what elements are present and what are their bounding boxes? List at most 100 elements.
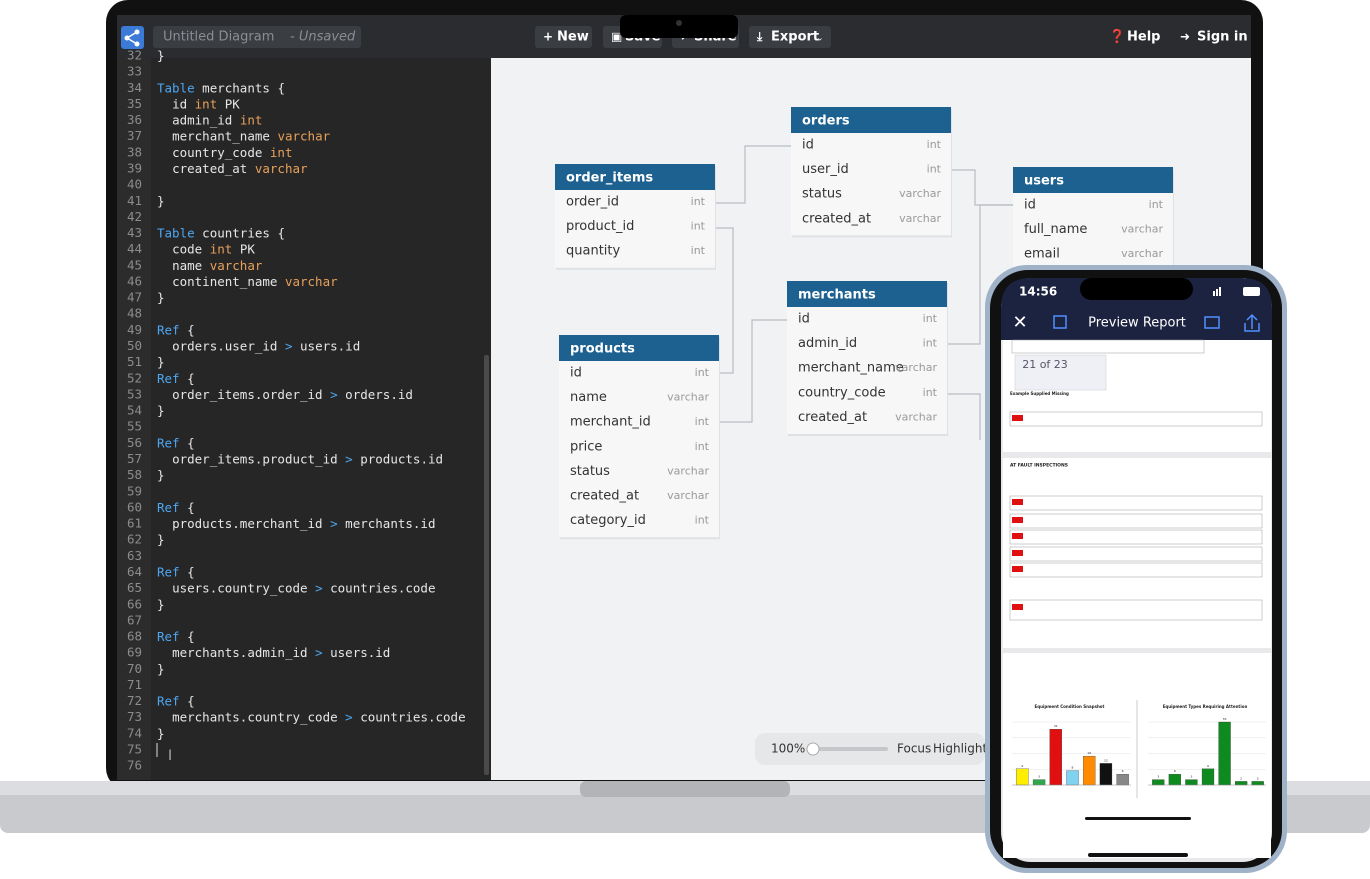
field-type: varchar [1121, 223, 1163, 236]
table-header[interactable] [555, 164, 715, 190]
line-number: 38 [127, 144, 142, 159]
bar-value: 6 [1174, 769, 1176, 773]
toolbar-button[interactable] [749, 26, 831, 48]
zoom-slider[interactable] [810, 747, 888, 751]
chart-title: Equipment Condition Snapshot [1035, 704, 1105, 709]
laptop-notch [580, 781, 790, 797]
phone-title: Preview Report [1088, 316, 1186, 331]
bar [1116, 774, 1129, 786]
table-body[interactable] [559, 335, 719, 538]
code-line: Ref { [157, 435, 195, 450]
report-section: Example Supplied Missing [1010, 391, 1069, 396]
field-type: int [691, 244, 706, 257]
bar-value: 31 [1054, 724, 1058, 728]
line-number: 52 [127, 370, 142, 385]
chart-title: Equipment Types Requiring Attention [1163, 704, 1248, 709]
bar-value: 2 [1240, 776, 1242, 780]
line-number: 40 [127, 177, 142, 192]
field-name: category_id [570, 513, 646, 528]
line-number: 46 [127, 273, 142, 288]
field-type: varchar [667, 391, 709, 404]
close-button[interactable]: ✕ [1012, 312, 1027, 333]
line-number: 76 [127, 758, 142, 773]
button-label: New [557, 30, 589, 45]
field-name: product_id [566, 219, 634, 234]
code-line: } [157, 354, 165, 369]
table-header[interactable] [791, 107, 951, 133]
toolbar-button[interactable] [535, 26, 592, 48]
table-header[interactable] [787, 281, 947, 307]
bar [1251, 781, 1264, 786]
field-name: merchant_id [570, 415, 651, 430]
field-name: name [570, 390, 607, 405]
zoom-handle[interactable] [806, 742, 820, 756]
bar [1185, 779, 1198, 786]
table-header[interactable] [559, 335, 719, 361]
relation-line [947, 393, 981, 440]
field-name: price [570, 439, 602, 454]
bar-value: 9 [1207, 764, 1209, 768]
field-type: int [927, 138, 942, 151]
line-number: 47 [127, 290, 142, 305]
diagram-name-box[interactable] [153, 26, 361, 48]
field-name: email [1024, 247, 1060, 262]
highlight-toggle[interactable]: Highlight [933, 742, 987, 756]
field-type: int [695, 415, 710, 428]
code-line: country_code int [157, 144, 292, 159]
code-line: products.merchant_id > merchants.id [157, 516, 435, 531]
camera [676, 20, 682, 26]
zoom-level: 100% [771, 742, 805, 756]
field-name: created_at [798, 410, 867, 425]
table-name: users [1024, 174, 1064, 189]
edit-button[interactable] [1053, 315, 1067, 329]
code-line: } [157, 290, 165, 305]
code-line: admin_id int [157, 112, 262, 127]
bar-value: 9 [1021, 764, 1023, 768]
line-number: 67 [127, 612, 142, 627]
share-button[interactable] [1244, 313, 1260, 332]
field-type: int [695, 514, 710, 527]
line-number: 33 [127, 64, 142, 79]
field-name: id [570, 366, 582, 381]
bar-value: 12 [1104, 758, 1108, 762]
bar [1099, 763, 1113, 786]
bar [1235, 781, 1248, 786]
bar [1049, 729, 1062, 786]
field-name: status [802, 187, 842, 202]
logo[interactable] [121, 26, 144, 49]
help-link[interactable]: Help [1127, 30, 1160, 45]
code-line: Ref { [157, 693, 195, 708]
line-number: 50 [127, 338, 142, 353]
table-header[interactable] [1013, 167, 1173, 193]
dynamic-island [1080, 278, 1193, 300]
line-number: 55 [127, 419, 142, 434]
line-number: 74 [127, 725, 142, 740]
field-name: id [798, 312, 810, 327]
line-number: 66 [127, 596, 142, 611]
signin-link[interactable]: Sign in [1197, 30, 1248, 45]
report-page [1003, 458, 1271, 648]
field-type: int [695, 366, 710, 379]
dropdown-caret: ⌄ [816, 34, 824, 44]
code-line: } [157, 467, 165, 482]
field-name: full_name [1024, 222, 1087, 237]
field-type: int [923, 312, 938, 325]
diagram-name: Untitled Diagram [163, 30, 274, 45]
field-type: varchar [895, 410, 937, 423]
code-editor[interactable] [117, 58, 491, 780]
code-line: order_items.product_id > products.id [157, 451, 443, 466]
focus-toggle[interactable]: Focus [897, 742, 931, 756]
line-number: 70 [127, 661, 142, 676]
mail-button[interactable] [1204, 316, 1220, 329]
scrollbar[interactable] [484, 355, 489, 775]
field-name: created_at [570, 489, 639, 504]
code-line: users.country_code > countries.code [157, 580, 435, 595]
save-status: - Unsaved [290, 30, 356, 45]
help-icon: ❓ [1109, 29, 1125, 45]
line-number: 54 [127, 403, 142, 418]
line-number: 63 [127, 548, 142, 563]
field-type: int [1149, 198, 1164, 211]
line-number: 41 [127, 193, 142, 208]
field-type: int [923, 337, 938, 350]
